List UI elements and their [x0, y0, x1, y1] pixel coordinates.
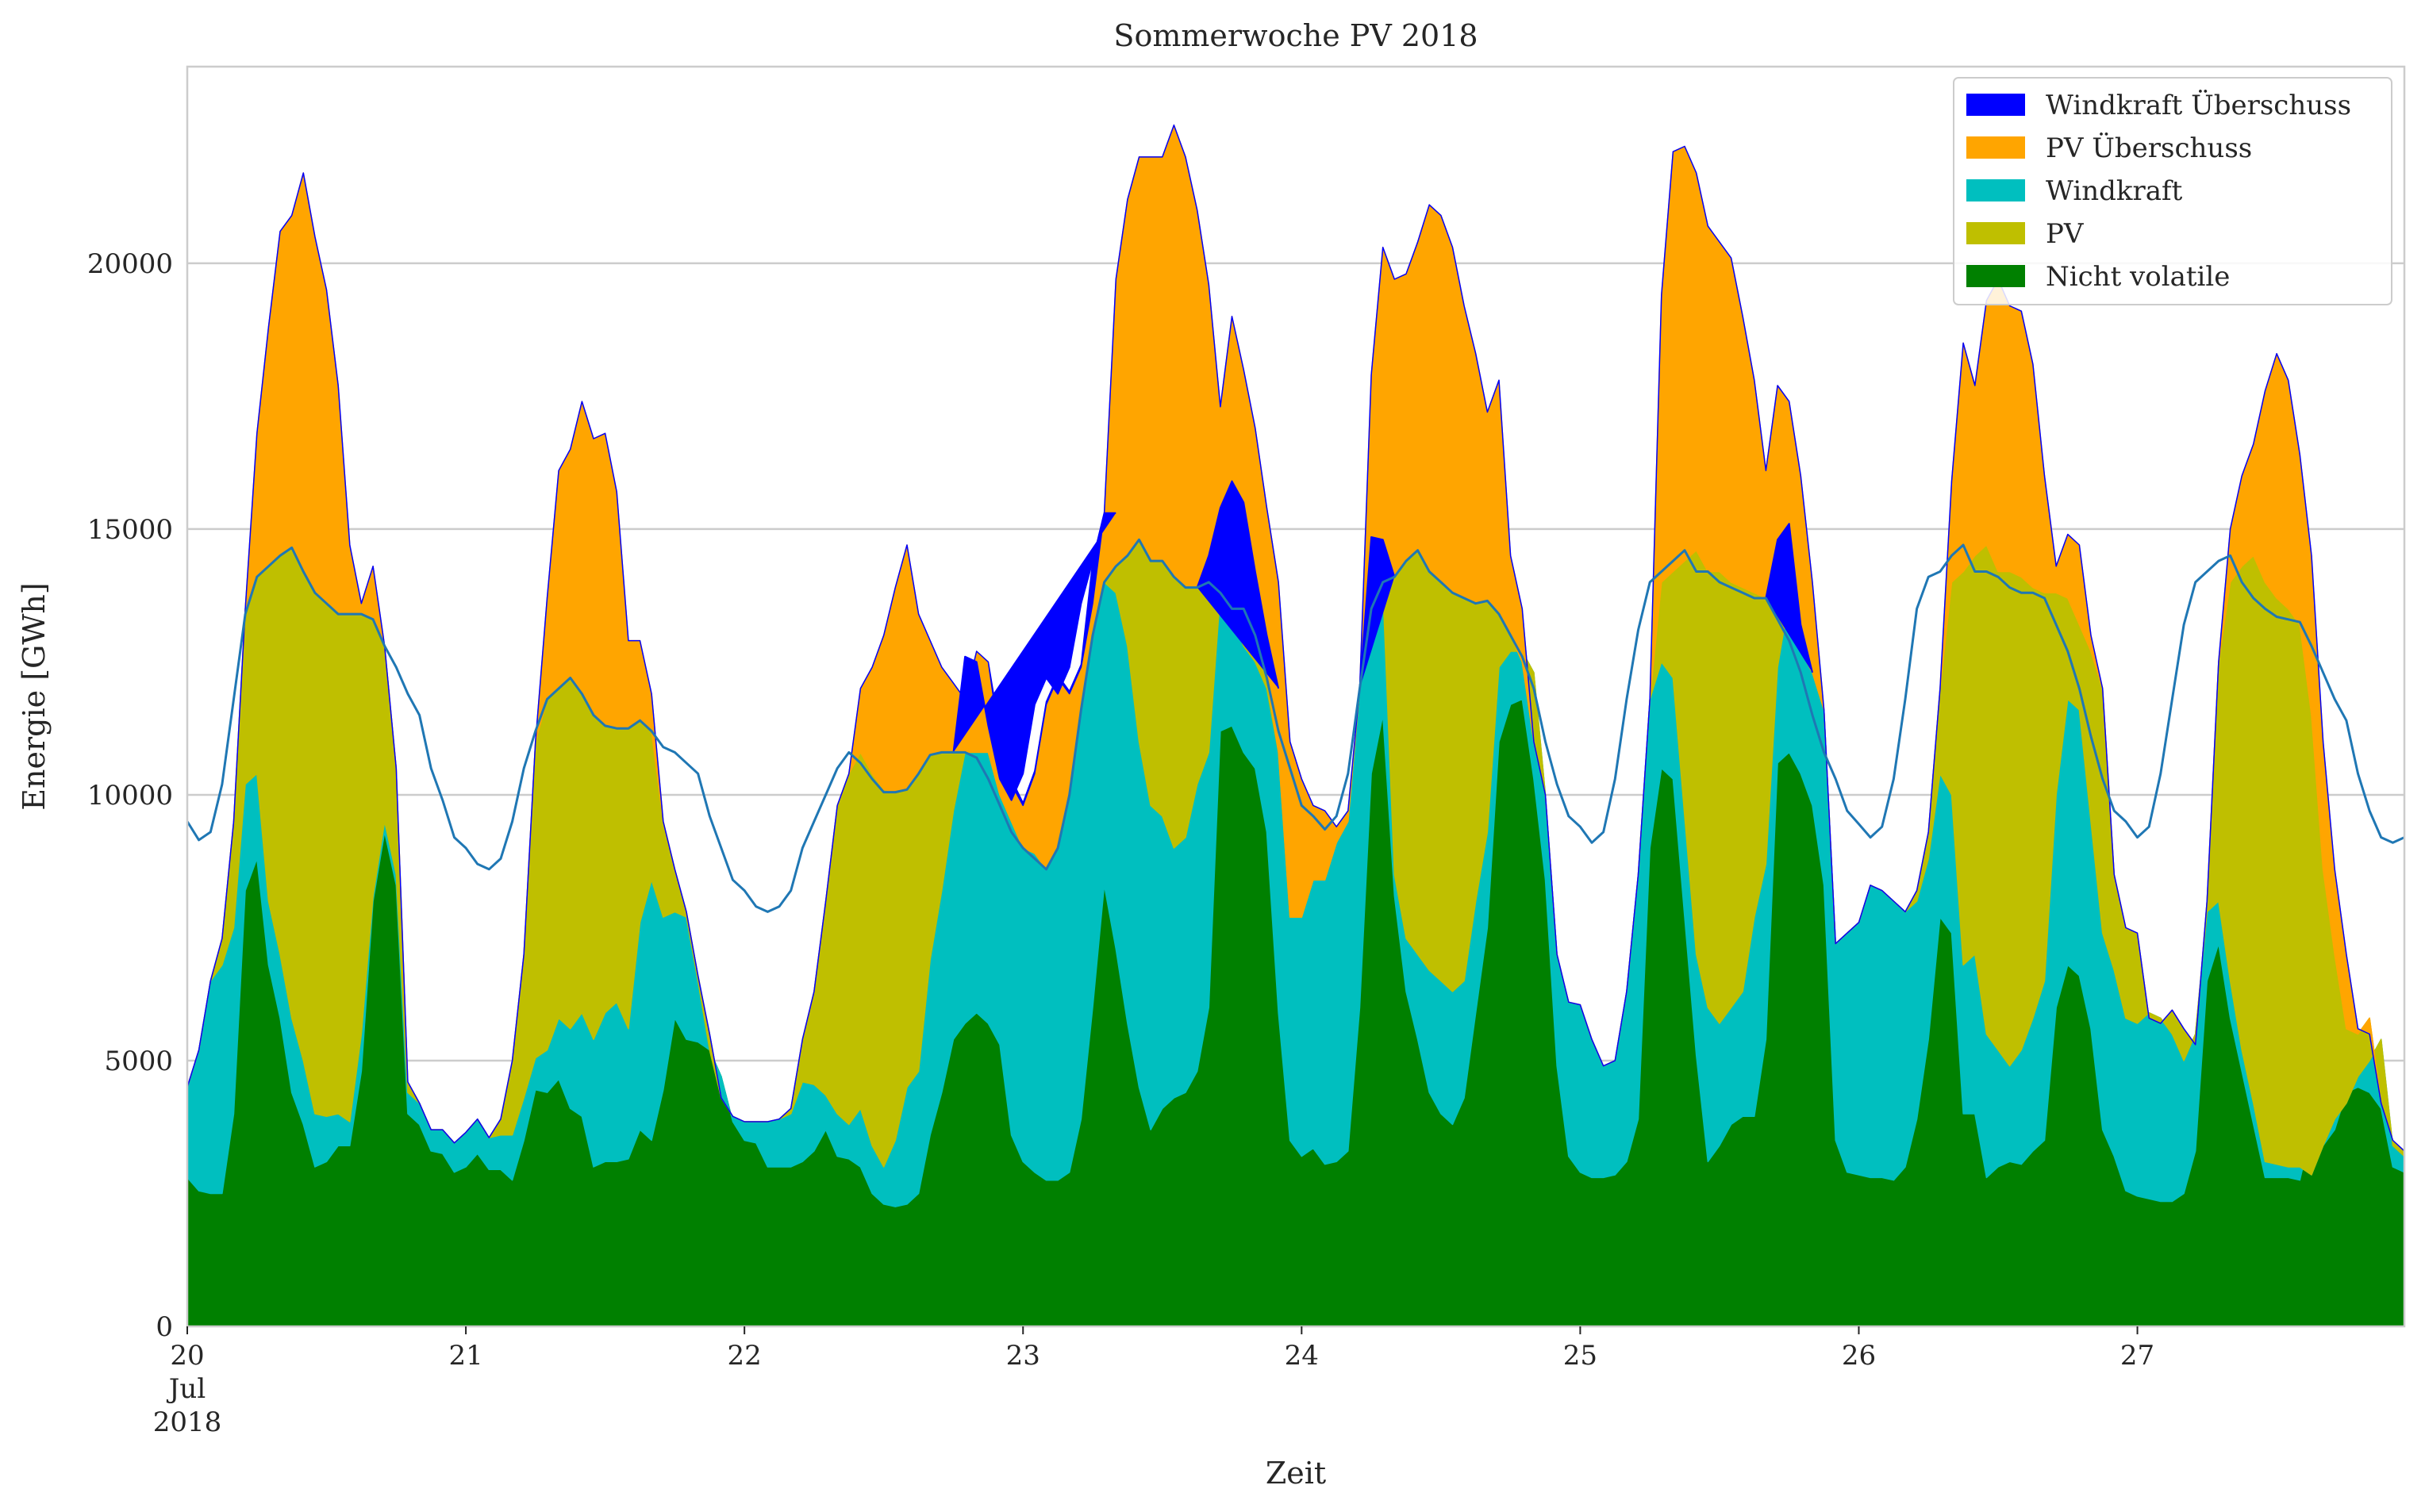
x-tick-label: 21	[448, 1340, 482, 1372]
legend-label-windkraft_ueberschuss: Windkraft Überschuss	[2046, 89, 2351, 121]
x-tick-label: 22	[728, 1340, 762, 1372]
legend-swatch-pv_ueberschuss	[1966, 136, 2025, 159]
x-tick-label: 23	[1006, 1340, 1040, 1372]
y-tick-label: 15000	[87, 514, 173, 546]
legend-swatch-pv	[1966, 222, 2025, 244]
load-line	[186, 538, 2405, 913]
plot-frame	[186, 65, 2406, 1328]
overlay-windkraft_ueberschuss-2	[1359, 536, 1396, 689]
legend-swatch-windkraft	[1966, 179, 2025, 201]
legend-label-pv_ueberschuss: PV Überschuss	[2046, 132, 2252, 164]
legend-label-nicht_volatile: Nicht volatile	[2046, 261, 2230, 293]
legend: Windkraft Überschuss PV Überschuss Windkra…	[1953, 77, 2392, 305]
x-tick-label: 26	[1842, 1340, 1876, 1372]
legend-label-windkraft: Windkraft	[2046, 175, 2183, 207]
x-axis-label: Zeit	[1266, 1456, 1326, 1491]
y-tick-label: 0	[156, 1311, 173, 1343]
x-tick-label: 27	[2120, 1340, 2154, 1372]
chart-title: Sommerwoche PV 2018	[1113, 18, 1478, 53]
line-last	[186, 538, 2405, 913]
wind-surplus-overlays	[952, 480, 1813, 801]
y-tick-label: 5000	[104, 1046, 173, 1077]
x-tick-label: 25	[1563, 1340, 1597, 1372]
overlay-windkraft_ueberschuss-1	[1196, 480, 1280, 689]
y-tick-label: 10000	[87, 780, 173, 812]
x-tick-sublabel: Jul	[167, 1373, 206, 1405]
overlay-windkraft_ueberschuss-0	[952, 512, 1116, 801]
x-tick-sublabel: 2018	[153, 1406, 222, 1438]
legend-swatch-windkraft_ueberschuss	[1966, 94, 2025, 116]
legend-label-pv: PV	[2046, 218, 2085, 250]
legend-swatch-nicht_volatile	[1966, 265, 2025, 287]
y-axis-ticks: 0 5000 10000 15000 20000	[87, 248, 173, 1343]
legend-frame	[1953, 77, 2392, 305]
y-axis-label: Energie [GWh]	[17, 582, 52, 810]
x-tick-label: 20	[170, 1340, 204, 1372]
x-tick-label: 24	[1285, 1340, 1319, 1372]
y-tick-label: 20000	[87, 248, 173, 280]
overlay-windkraft_ueberschuss-3	[1765, 523, 1813, 673]
